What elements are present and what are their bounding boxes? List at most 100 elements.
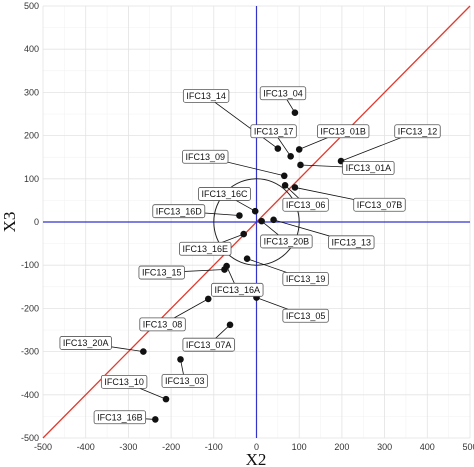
point-label: IFC13_12 [394,124,441,139]
data-point [251,207,259,215]
x-tick-label: 400 [420,442,435,452]
data-point [281,181,289,189]
point-label: IFC13_13 [328,235,375,250]
point-label-box [161,374,208,388]
point-label: IFC13_16A [211,282,264,297]
point-label-box [182,88,230,103]
point-label-text: IFC13_16C [201,189,248,199]
point-label-text: IFC13_07B [357,200,403,210]
point-label-text: IFC13_19 [286,274,326,284]
point-label-text: IFC13_08 [143,320,183,330]
point-label: IFC13_16B [93,410,147,425]
point-label-text: IFC13_12 [398,126,438,136]
point-label-text: IFC13_04 [263,88,303,98]
point-label-box [182,149,229,164]
point-label-text: IFC13_09 [185,152,225,162]
point-label-box [198,187,251,201]
data-point [223,262,230,270]
data-point [291,109,299,117]
data-point [162,395,170,403]
point-label: IFC13_01A [342,161,395,175]
x-tick-label: 100 [292,442,307,452]
data-point [204,295,212,303]
point-label-text: IFC13_01B [320,126,366,136]
data-point [226,321,234,329]
point-label-box [282,197,329,212]
point-label-box [138,265,185,280]
data-point [297,161,304,169]
point-label-text: IFC13_07A [186,340,232,350]
point-label: IFC13_07B [353,197,406,212]
point-label-text: IFC13_16D [156,206,203,216]
point-label: IFC13_17 [250,124,297,139]
x-tick-label: -400 [77,442,95,452]
point-labels: IFC13_04 IFC13_14 IFC13_17 IFC13_01B IFC13_1… [59,86,441,425]
point-label-box [328,235,375,250]
point-label-box [139,317,186,332]
y-tick-label: 0 [34,217,39,227]
point-label-text: IFC13_17 [254,126,294,136]
point-label-text: IFC13_15 [142,268,182,278]
data-point [291,184,299,191]
x-tick-label: -200 [162,442,180,452]
x-tick-label: 500 [462,442,474,452]
point-label-box [211,282,264,297]
x-tick-label: 0 [254,442,259,452]
point-label-box [259,86,307,101]
point-label-box [152,204,206,219]
point-label-box [282,272,329,286]
point-label-text: IFC13_16E [182,244,228,254]
point-label: IFC13_06 [282,197,329,212]
data-point [274,145,282,152]
point-label-box [342,161,395,175]
point-label: IFC13_09 [182,149,229,164]
point-label-box [93,410,147,425]
y-tick-label: -100 [21,260,39,270]
reference-lines [42,5,471,439]
point-label: IFC13_07A [182,337,235,352]
point-label: IFC13_15 [138,265,185,280]
point-label-text: IFC13_13 [332,238,372,248]
point-label: IFC13_16D [152,204,206,219]
point-label-text: IFC13_14 [186,91,226,101]
y-tick-label: -400 [21,390,39,400]
point-label-box [394,124,441,139]
point-label: IFC13_10 [100,374,148,389]
point-label-box [282,308,329,323]
point-label: IFC13_16E [179,241,232,256]
x-tick-label: -300 [119,442,137,452]
data-point [240,230,247,238]
data-point [177,356,184,363]
y-tick-label: 400 [24,44,39,54]
x-tick-label: -500 [34,442,52,452]
data-point [280,172,288,180]
point-label-text: IFC13_20B [264,237,310,247]
point-label: IFC13_08 [139,317,186,332]
point-label-text: IFC13_03 [165,376,205,386]
data-point [236,212,243,219]
y-tick-label: -300 [21,347,39,357]
data-point [295,146,303,153]
point-label: IFC13_16C [198,187,251,201]
point-label-box [59,336,112,350]
point-label-text: IFC13_16B [97,412,143,422]
y-tick-labels: -500 -400 -300 -200 -100 0 100 200 300 400 500 [21,1,39,443]
y-tick-label: 100 [24,174,39,184]
point-label-box [353,197,406,212]
point-label-text: IFC13_16A [215,285,261,295]
x-tick-labels: -500 -400 -300 -200 -100 0 100 200 300 400 500 [34,442,474,452]
point-label: IFC13_04 [259,86,307,101]
point-label-text: IFC13_01A [346,163,392,173]
data-point [140,348,147,355]
point-label-text: IFC13_10 [104,377,144,387]
point-label: IFC13_20A [59,336,112,350]
point-label-box [182,337,235,352]
reference-circle [213,178,300,266]
point-label-box [100,374,148,389]
leader-line [205,95,279,149]
leader-lines [85,93,418,420]
y-tick-label: -200 [21,303,39,313]
data-point [243,255,251,263]
point-label-text: IFC13_20A [63,338,109,348]
